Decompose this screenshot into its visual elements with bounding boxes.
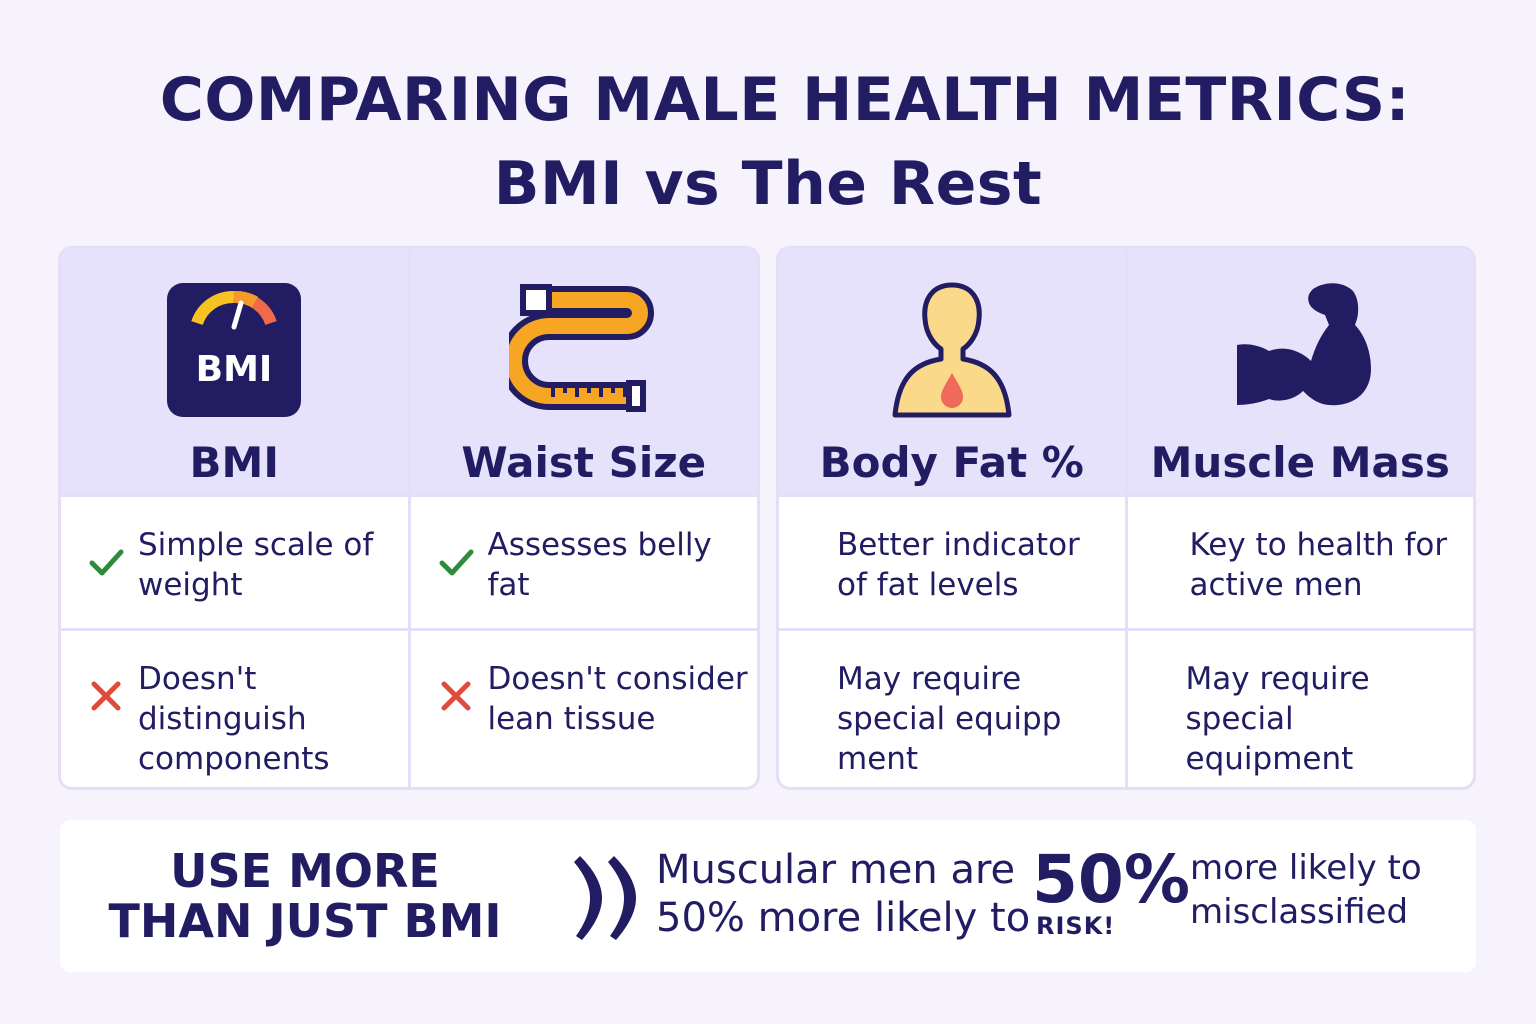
metric-pro: Key to health for active men bbox=[1127, 497, 1473, 631]
bottom-banner: USE MORE THAN JUST BMI Muscular men are … bbox=[60, 820, 1476, 972]
metric-pro: Assesses belly fat bbox=[410, 497, 757, 631]
page-title: COMPARING MALE HEALTH METRICS: BMI vs Th… bbox=[0, 58, 1536, 226]
metric-column-body-fat: Body Fat % Better indicator of fat level… bbox=[779, 249, 1125, 787]
metric-title: Muscle Mass bbox=[1150, 438, 1450, 487]
pro-text: Simple scale of weight bbox=[138, 527, 374, 603]
cta-text: USE MORE THAN JUST BMI bbox=[108, 844, 502, 948]
measuring-tape-icon bbox=[508, 284, 654, 412]
check-icon bbox=[89, 549, 124, 576]
metric-con: Doesn't consider lean tissue bbox=[411, 631, 758, 787]
metric-header: Muscle Mass bbox=[1127, 249, 1473, 497]
metric-title: Waist Size bbox=[461, 438, 707, 487]
title-line-2: BMI vs The Rest bbox=[493, 149, 1043, 219]
metric-con: Doesn't distinguish components bbox=[61, 631, 408, 787]
metric-title: Body Fat % bbox=[819, 438, 1084, 487]
metric-con: May require special equipment bbox=[1128, 631, 1474, 787]
quote-icon bbox=[574, 856, 636, 940]
pro-text: Better indicator of fat levels bbox=[837, 527, 1080, 603]
metric-title: BMI bbox=[189, 438, 279, 487]
comparison-panel-left: BMI BMI Simple scale of weight Doesn't d… bbox=[58, 246, 760, 790]
cross-icon bbox=[441, 681, 470, 711]
flexed-arm-icon bbox=[1237, 283, 1372, 406]
pro-text: Assesses belly fat bbox=[487, 527, 712, 603]
bmi-icon-label: BMI bbox=[196, 349, 273, 390]
cross-icon bbox=[91, 681, 121, 711]
metric-column-bmi: BMI BMI Simple scale of weight Doesn't d… bbox=[61, 249, 408, 787]
metric-header: Body Fat % bbox=[779, 249, 1125, 497]
metric-pro: Better indicator of fat levels bbox=[779, 497, 1125, 631]
title-line-1: COMPARING MALE HEALTH METRICS: bbox=[159, 65, 1411, 135]
pro-text: Key to health for active men bbox=[1189, 527, 1448, 603]
metric-pro: Simple scale of weight bbox=[61, 497, 408, 631]
bmi-scale-icon: BMI bbox=[167, 283, 302, 417]
risk-label: RISK! bbox=[1036, 912, 1116, 940]
con-text: May require special equipp ment bbox=[837, 661, 1062, 777]
comparison-panel-right: Body Fat % Better indicator of fat level… bbox=[776, 246, 1476, 790]
con-text: Doesn't consider lean tissue bbox=[487, 661, 748, 737]
side-text: more likely to misclassified bbox=[1190, 848, 1422, 932]
con-text: Doesn't distinguish components bbox=[138, 661, 330, 777]
con-text: May require special equipment bbox=[1185, 661, 1370, 777]
stat-text: Muscular men are 50% more likely to bbox=[656, 847, 1031, 941]
big-percentage: 50% bbox=[1032, 841, 1190, 918]
metric-column-waist: Waist Size Assesses belly fat Doesn't co… bbox=[407, 249, 758, 787]
metric-header: Waist Size bbox=[410, 249, 757, 497]
check-icon bbox=[439, 549, 473, 576]
metric-con: May require special equipp ment bbox=[779, 631, 1125, 787]
metric-header: BMI BMI bbox=[61, 249, 408, 497]
metric-column-muscle-mass: Muscle Mass Key to health for active men… bbox=[1124, 249, 1474, 787]
body-fat-icon bbox=[892, 282, 1012, 418]
